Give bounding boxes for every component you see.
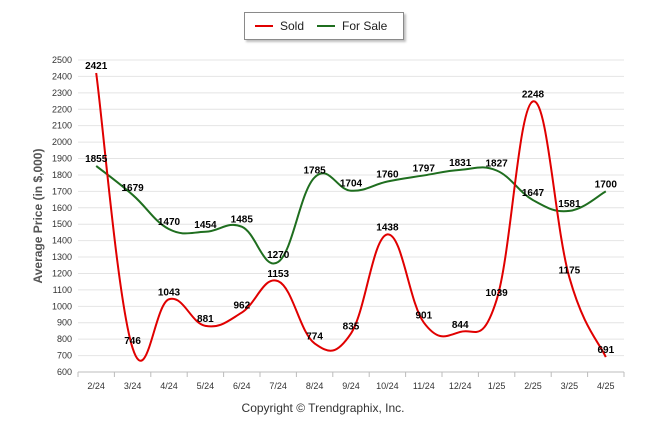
data-label-sold: 844 — [452, 320, 469, 331]
y-tick-label: 1200 — [52, 268, 72, 278]
legend-item-sold[interactable]: Sold — [255, 13, 304, 39]
legend-swatch-for-sale — [317, 25, 335, 27]
x-tick-label: 5/24 — [197, 381, 215, 391]
data-label-sold: 881 — [197, 314, 214, 325]
y-tick-label: 1300 — [52, 252, 72, 262]
x-tick-label: 8/24 — [306, 381, 324, 391]
y-tick-label: 1700 — [52, 186, 72, 196]
data-label-for-sale: 1270 — [267, 250, 290, 261]
data-label-sold: 1153 — [267, 269, 289, 280]
y-tick-label: 1800 — [52, 170, 72, 180]
legend-item-for-sale[interactable]: For Sale — [317, 13, 387, 39]
y-tick-label: 700 — [57, 351, 72, 361]
data-label-sold: 746 — [124, 336, 141, 347]
data-label-sold: 901 — [415, 311, 432, 322]
y-tick-label: 2400 — [52, 71, 72, 81]
data-label-for-sale: 1760 — [376, 170, 399, 181]
y-tick-label: 2300 — [52, 88, 72, 98]
data-label-for-sale: 1679 — [121, 183, 144, 194]
y-tick-label: 2000 — [52, 137, 72, 147]
x-tick-label: 1/25 — [488, 381, 506, 391]
data-label-sold: 774 — [306, 331, 323, 342]
x-tick-label: 2/24 — [87, 381, 105, 391]
x-tick-label: 3/25 — [561, 381, 579, 391]
data-label-sold: 1039 — [485, 288, 508, 299]
data-label-sold: 962 — [233, 301, 250, 312]
series-line-sold — [95, 72, 607, 362]
data-label-for-sale: 1827 — [485, 159, 508, 170]
x-tick-label: 3/24 — [124, 381, 142, 391]
series-line-for-sale — [95, 165, 607, 265]
y-axis-title: Average Price (in $,000) — [31, 149, 45, 284]
y-tick-label: 900 — [57, 318, 72, 328]
legend-swatch-sold — [255, 25, 273, 27]
data-label-sold: 1175 — [559, 266, 581, 277]
legend-label-sold: Sold — [280, 19, 305, 33]
data-label-for-sale: 1581 — [558, 199, 581, 210]
data-label-sold: 1043 — [158, 287, 181, 298]
plot-area — [78, 60, 624, 372]
x-tick-label: 2/25 — [524, 381, 542, 391]
data-label-for-sale: 1785 — [303, 165, 326, 176]
y-tick-label: 1900 — [52, 154, 72, 164]
y-tick-label: 600 — [57, 367, 72, 377]
y-tick-label: 2100 — [52, 121, 72, 131]
y-tick-label: 1500 — [52, 219, 72, 229]
y-tick-label: 1000 — [52, 301, 72, 311]
data-label-for-sale: 1704 — [340, 179, 363, 190]
y-tick-label: 800 — [57, 334, 72, 344]
data-label-for-sale: 1831 — [449, 158, 472, 169]
data-label-for-sale: 1647 — [522, 188, 545, 199]
y-tick-label: 2200 — [52, 104, 72, 114]
y-tick-label: 2500 — [52, 55, 72, 65]
x-tick-label: 11/24 — [413, 381, 435, 391]
data-label-sold: 2248 — [522, 89, 545, 100]
data-label-sold: 691 — [597, 345, 614, 356]
x-tick-label: 7/24 — [269, 381, 287, 391]
data-label-sold: 2421 — [85, 61, 108, 72]
data-label-for-sale: 1855 — [85, 154, 108, 165]
copyright-credit: Copyright © Trendgraphix, Inc. — [241, 401, 405, 415]
x-tick-label: 12/24 — [449, 381, 472, 391]
data-label-for-sale: 1797 — [413, 163, 436, 174]
x-tick-label: 9/24 — [342, 381, 360, 391]
x-tick-label: 4/24 — [160, 381, 178, 391]
data-label-for-sale: 1485 — [231, 215, 254, 226]
data-label-for-sale: 1470 — [158, 217, 181, 228]
x-tick-label: 10/24 — [376, 381, 399, 391]
x-tick-label: 4/25 — [597, 381, 615, 391]
data-label-sold: 835 — [343, 321, 360, 332]
data-label-sold: 1438 — [376, 222, 399, 233]
legend-label-for-sale: For Sale — [342, 19, 388, 33]
y-tick-label: 1400 — [52, 236, 72, 246]
x-tick-label: 6/24 — [233, 381, 251, 391]
y-tick-label: 1600 — [52, 203, 72, 213]
y-tick-label: 1100 — [53, 285, 72, 295]
data-label-for-sale: 1454 — [194, 220, 217, 231]
chart-legend: Sold For Sale — [244, 12, 404, 40]
data-label-for-sale: 1700 — [595, 179, 618, 190]
